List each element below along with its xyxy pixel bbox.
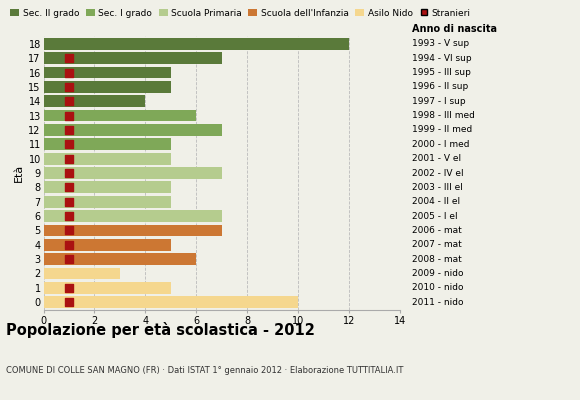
Bar [44,196,171,208]
Point [64,242,74,248]
Point [64,284,74,291]
Bar [44,153,171,164]
Text: 1993 - V sup: 1993 - V sup [412,39,469,48]
Bar [44,224,222,236]
Point [64,156,74,162]
Text: 2004 - II el: 2004 - II el [412,197,460,206]
Point [64,184,74,190]
Bar [44,182,171,193]
Y-axis label: Età: Età [14,164,24,182]
Text: 2000 - I med: 2000 - I med [412,140,469,149]
Point [64,127,74,133]
Text: 1998 - III med: 1998 - III med [412,111,475,120]
Bar [44,95,146,107]
Bar [44,268,120,279]
Point [64,98,74,104]
Text: 2002 - IV el: 2002 - IV el [412,168,463,178]
Bar [44,52,222,64]
Text: 1994 - VI sup: 1994 - VI sup [412,54,472,63]
Text: Anno di nascita: Anno di nascita [412,24,497,34]
Legend: Sec. II grado, Sec. I grado, Scuola Primaria, Scuola dell'Infanzia, Asilo Nido, : Sec. II grado, Sec. I grado, Scuola Prim… [10,8,471,18]
Point [64,198,74,205]
Point [64,227,74,234]
Point [64,170,74,176]
Text: 1997 - I sup: 1997 - I sup [412,97,466,106]
Bar [44,81,171,93]
Bar [44,296,298,308]
Text: 2009 - nido: 2009 - nido [412,269,463,278]
Point [64,84,74,90]
Text: 2006 - mat: 2006 - mat [412,226,462,235]
Text: 2005 - I el: 2005 - I el [412,212,458,220]
Text: 2001 - V el: 2001 - V el [412,154,461,163]
Bar [44,138,171,150]
Text: 1999 - II med: 1999 - II med [412,126,472,134]
Point [64,112,74,119]
Text: Popolazione per età scolastica - 2012: Popolazione per età scolastica - 2012 [6,322,315,338]
Point [64,213,74,219]
Text: 2010 - nido: 2010 - nido [412,283,463,292]
Bar [44,38,349,50]
Text: 2003 - III el: 2003 - III el [412,183,463,192]
Text: 2007 - mat: 2007 - mat [412,240,462,249]
Bar [44,67,171,78]
Bar [44,239,171,251]
Bar [44,282,171,294]
Text: 1995 - III sup: 1995 - III sup [412,68,471,77]
Point [64,69,74,76]
Bar [44,210,222,222]
Point [64,256,74,262]
Point [64,299,74,305]
Point [64,55,74,62]
Text: 1996 - II sup: 1996 - II sup [412,82,468,92]
Text: COMUNE DI COLLE SAN MAGNO (FR) · Dati ISTAT 1° gennaio 2012 · Elaborazione TUTTI: COMUNE DI COLLE SAN MAGNO (FR) · Dati IS… [6,366,403,375]
Bar [44,110,197,122]
Text: 2011 - nido: 2011 - nido [412,298,463,307]
Point [64,141,74,148]
Bar [44,167,222,179]
Bar [44,253,197,265]
Text: 2008 - mat: 2008 - mat [412,254,462,264]
Bar [44,124,222,136]
